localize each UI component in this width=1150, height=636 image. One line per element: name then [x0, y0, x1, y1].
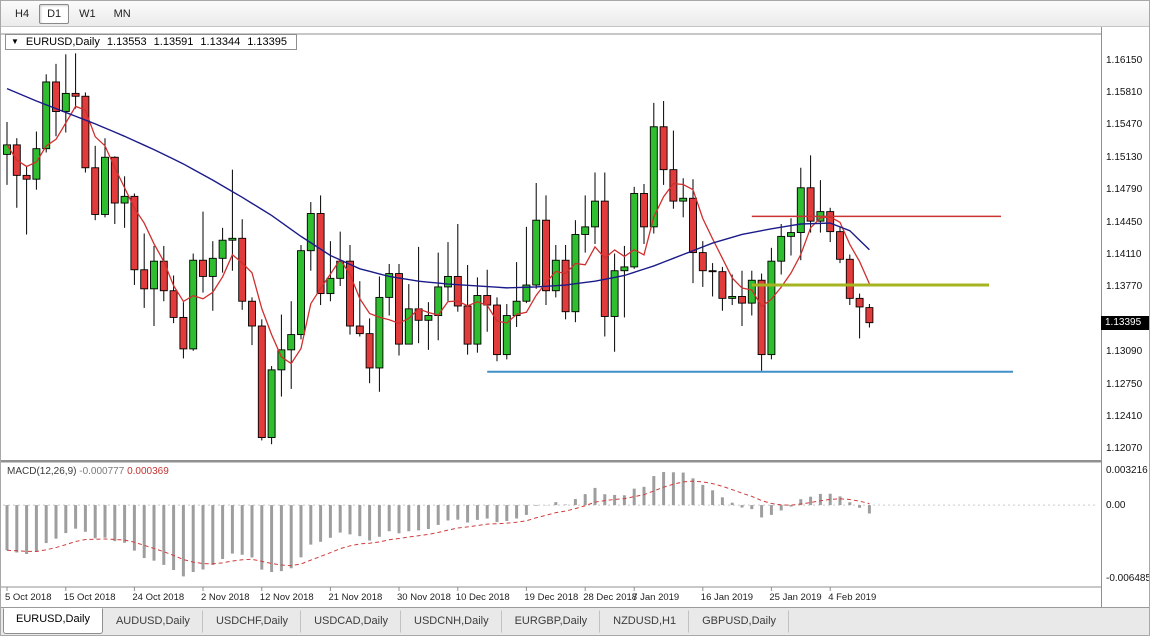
ma-slow-line [6, 87, 870, 289]
price-axis-label: 1.12410 [1106, 411, 1143, 423]
chart-tab-nzdusd-h1[interactable]: NZDUSD,H1 [600, 610, 690, 633]
date-axis-label: 28 Dec 2018 [583, 592, 638, 603]
ohlc-close: 1.13395 [247, 36, 287, 48]
date-axis-label: 2 Nov 2018 [201, 592, 250, 603]
date-axis-label: 21 Nov 2018 [328, 592, 383, 603]
macd-axis-label: 0.003216 [1106, 465, 1148, 476]
date-axis-label: 16 Jan 2019 [700, 592, 754, 603]
price-axis-label: 1.14110 [1106, 249, 1142, 260]
chart-tab-usdchf-daily[interactable]: USDCHF,Daily [203, 610, 302, 633]
macd-axis-label: -0.006485 [1106, 573, 1150, 585]
ma-fast-line [6, 105, 870, 365]
date-axis-label: 24 Oct 2018 [132, 592, 185, 603]
ohlc-high: 1.13591 [153, 36, 194, 48]
date-axis-label: 30 Nov 2018 [397, 592, 451, 603]
date-axis-label: 4 Feb 2019 [828, 592, 877, 603]
date-axis-label: 15 Oct 2018 [63, 592, 116, 603]
chart-tab-usdcnh-daily[interactable]: USDCNH,Daily [401, 610, 502, 633]
ohlc-open: 1.13553 [106, 36, 147, 48]
price-axis-label: 1.15810 [1106, 86, 1143, 98]
date-axis-label: 12 Nov 2018 [259, 592, 314, 603]
timeframe-button-h4[interactable]: H4 [15, 7, 30, 20]
date-axis-label: 10 Dec 2018 [455, 592, 510, 603]
timeframe-button-mn[interactable]: MN [113, 7, 131, 20]
macd-indicator-label: MACD(12,26,9) -0.000777 0.000369 [7, 466, 169, 477]
date-axis-label: 5 Oct 2018 [5, 592, 52, 603]
panel-divider [1, 460, 1101, 463]
chart-dropdown-icon[interactable]: ▼ [11, 37, 19, 46]
timeframe-button-d1[interactable]: D1 [39, 3, 70, 24]
chart-symbol-label: EURUSD,Daily [25, 36, 100, 48]
price-axis-label: 1.14790 [1106, 184, 1143, 196]
chart-tab-usdcad-daily[interactable]: USDCAD,Daily [301, 610, 402, 633]
price-axis-label: 1.13090 [1106, 346, 1143, 358]
chart-tab-audusd-daily[interactable]: AUDUSD,Daily [103, 610, 203, 633]
price-axis-label: 1.12750 [1106, 378, 1143, 390]
macd-histogram [5, 472, 871, 577]
macd-name: MACD(12,26,9) [7, 466, 77, 477]
macd-axis-label: 0.00 [1106, 499, 1126, 511]
price-chart-canvas[interactable] [1, 27, 1101, 609]
price-axis-label: 1.15470 [1106, 119, 1143, 131]
macd-signal-line [6, 480, 870, 567]
timeframe-toolbar: H4 D1 W1 MN [1, 1, 1149, 27]
chart-tab-eurusd-daily[interactable]: EURUSD,Daily [3, 608, 103, 634]
timeframe-button-w1[interactable]: W1 [79, 7, 96, 20]
chart-area: ▼ EURUSD,Daily 1.13553 1.13591 1.13344 1… [1, 27, 1150, 609]
price-axis-label: 1.14450 [1106, 216, 1143, 228]
ohlc-low: 1.13344 [200, 36, 241, 48]
price-axis-label: 1.12070 [1106, 443, 1143, 455]
current-price-badge: 1.13395 [1101, 315, 1149, 330]
chart-title-box: ▼ EURUSD,Daily 1.13553 1.13591 1.13344 1… [5, 34, 297, 50]
price-axis-label: 1.15130 [1106, 151, 1143, 163]
date-axis-label: 7 Jan 2019 [632, 592, 680, 603]
chart-tab-gbpusd-daily[interactable]: GBPUSD,Daily [689, 610, 790, 633]
date-axis-label: 19 Dec 2018 [524, 592, 579, 603]
macd-signal-value: 0.000369 [127, 466, 169, 477]
candles-group [3, 53, 874, 445]
chart-tab-bar: EURUSD,Daily AUDUSD,Daily USDCHF,Daily USDC… [1, 607, 1149, 635]
macd-main-value: -0.000777 [79, 466, 125, 477]
chart-tab-eurgbp-daily[interactable]: EURGBP,Daily [502, 610, 601, 633]
price-axis-label: 1.16150 [1106, 54, 1143, 66]
price-axis-label: 1.13770 [1106, 281, 1143, 293]
date-axis-label: 25 Jan 2019 [769, 592, 822, 603]
